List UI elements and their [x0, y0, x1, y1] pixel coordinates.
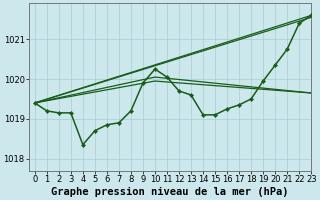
X-axis label: Graphe pression niveau de la mer (hPa): Graphe pression niveau de la mer (hPa) — [51, 186, 289, 197]
